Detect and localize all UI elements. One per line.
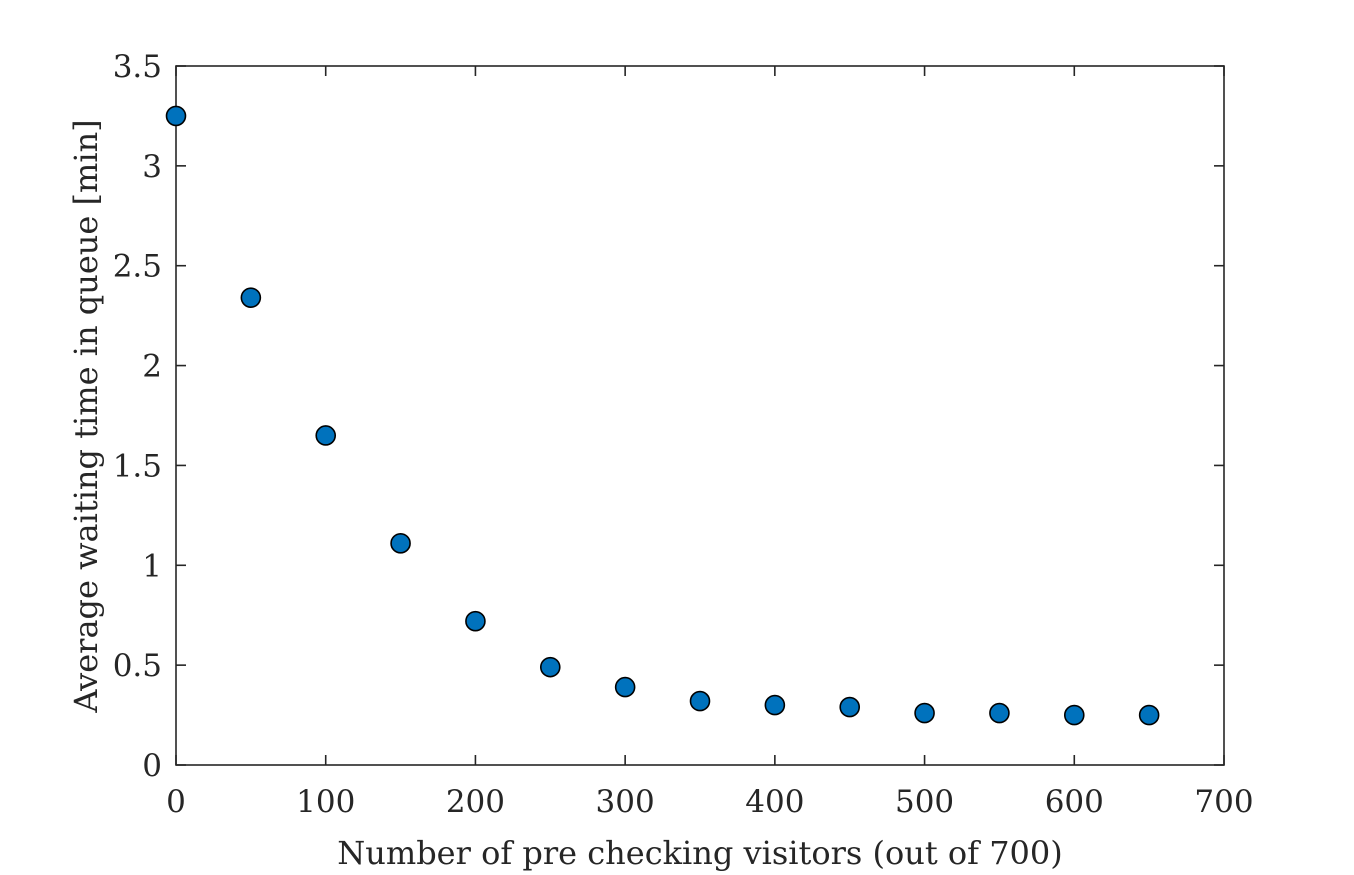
x-tick-label: 400: [745, 784, 804, 820]
x-axis-label: Number of pre checking visitors (out of …: [337, 834, 1063, 872]
x-tick-label: 100: [296, 784, 355, 820]
data-point: [614, 676, 636, 698]
x-tick-label: 300: [596, 784, 655, 820]
x-tick-label: 200: [446, 784, 505, 820]
data-point: [1138, 704, 1160, 726]
data-point: [165, 105, 187, 127]
y-tick-label: 2.5: [113, 249, 162, 285]
y-tick-label: 3: [142, 149, 162, 185]
y-tick-labels: 0 0.5 1 1.5 2 2.5 3 3.5: [113, 49, 162, 784]
data-points: [165, 105, 1160, 726]
data-point: [240, 287, 262, 308]
y-tick-label: 1: [142, 548, 162, 584]
x-tick-label: 0: [166, 784, 186, 820]
data-point: [989, 702, 1010, 724]
y-tick-label: 0: [142, 748, 162, 784]
y-tick-label: 3.5: [113, 49, 162, 85]
data-point: [914, 702, 935, 724]
x-tick-label: 700: [1194, 784, 1253, 820]
y-tick-label: 2: [142, 349, 162, 385]
data-point: [764, 694, 786, 716]
data-point: [315, 425, 337, 446]
y-axis-label: Average waiting time in queue [min]: [67, 119, 105, 713]
data-point: [390, 533, 411, 554]
plot-frame: [175, 65, 1225, 766]
y-tick-label: 1.5: [113, 448, 162, 484]
data-point: [839, 696, 861, 718]
data-point: [689, 690, 711, 712]
data-point: [1063, 704, 1085, 726]
x-tick-labels: 0 100 200 300 400 500 600 700: [166, 784, 1253, 820]
data-point: [539, 656, 561, 678]
y-tick-label: 0.5: [113, 648, 162, 684]
axis-ticks: [175, 65, 1225, 766]
data-point: [465, 610, 486, 632]
x-tick-label: 600: [1045, 784, 1104, 820]
x-tick-label: 500: [895, 784, 954, 820]
